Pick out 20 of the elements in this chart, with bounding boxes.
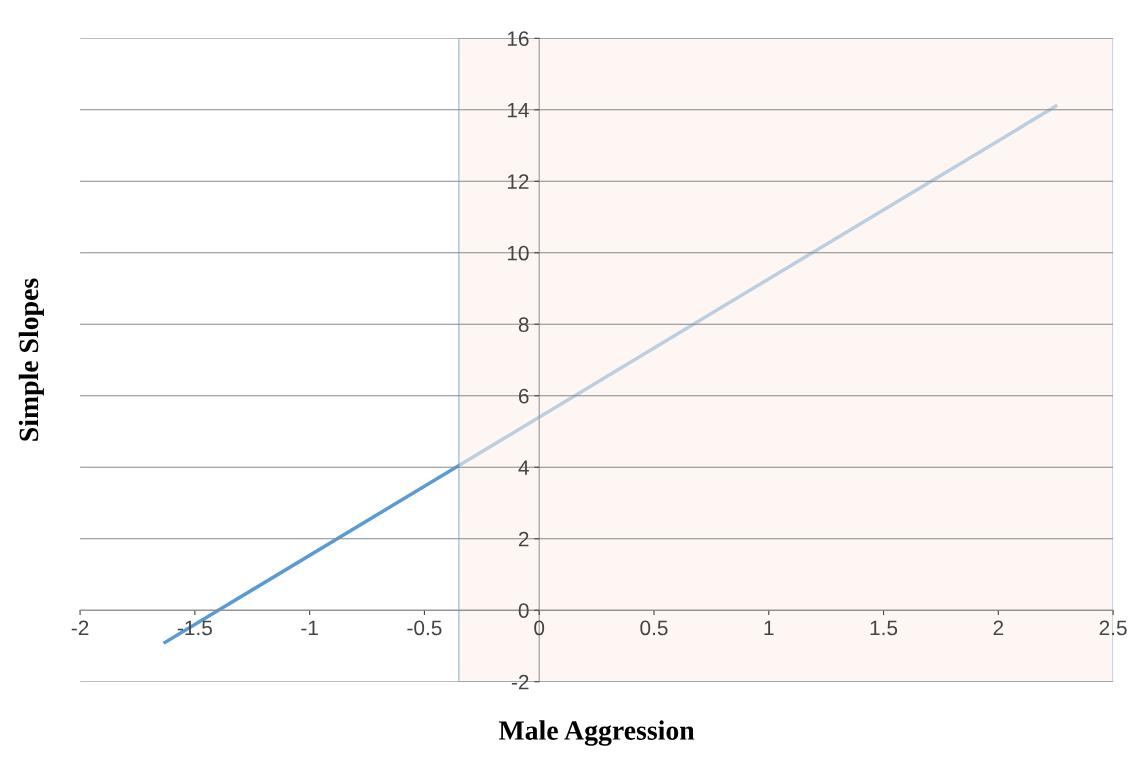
x-tick-label: 2 [993,620,1004,636]
x-axis-title: Male Aggression [498,720,695,746]
y-tick-label: 12 [507,174,529,189]
y-tick-label: 14 [507,103,529,118]
y-tick-label: 2 [518,531,529,547]
x-tick-label: 1.5 [870,620,898,636]
y-tick-label: 6 [518,388,529,404]
x-tick-label: 1 [764,620,774,636]
y-tick-label: 16 [507,31,529,47]
y-tick-label: 4 [518,460,529,475]
y-tick-label: 8 [518,317,529,333]
x-tick-label: 0 [534,620,545,636]
x-tick-label: 2.5 [1099,620,1127,636]
x-tick-label: -0.5 [407,620,442,636]
x-tick-label: -1 [301,620,318,636]
y-tick-label: 10 [507,245,529,261]
x-tick-label: 0.5 [640,620,668,636]
x-tick-label: -2 [71,620,89,636]
y-tick-label: -2 [511,674,529,690]
y-axis-title: Simple Slopes [18,278,44,441]
